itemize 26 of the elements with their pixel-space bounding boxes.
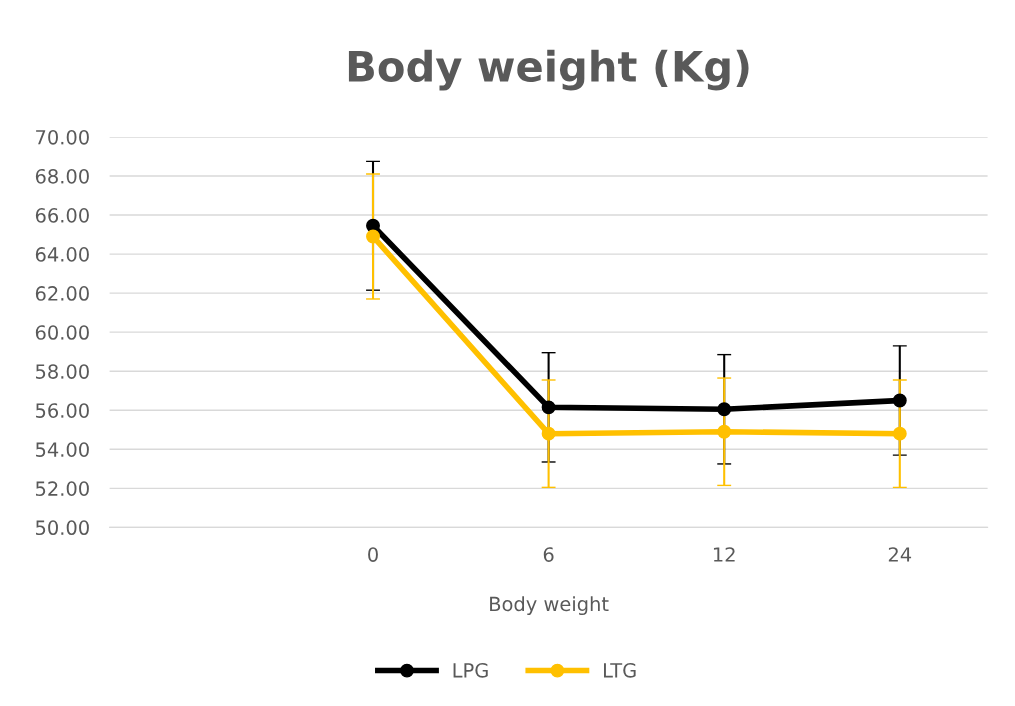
point	[541, 400, 556, 415]
y-tick-label: 50.00	[36, 520, 89, 536]
point	[892, 393, 907, 408]
y-tick-label: 60.00	[35, 325, 89, 340]
y-tick-label: 68.00	[35, 168, 89, 184]
y-tick-label: 58.00	[36, 364, 89, 379]
point	[717, 424, 732, 439]
point	[717, 402, 732, 417]
legend-label: LPG	[453, 662, 488, 678]
x-tick-label: 12	[713, 547, 735, 562]
y-tick-label: 54.00	[36, 442, 89, 457]
y-tick-label: 62.00	[35, 286, 89, 301]
y-tick-label: 66.00	[35, 208, 89, 223]
x-axis-title: Body weight	[490, 596, 609, 616]
point	[541, 426, 556, 441]
y-tick-label: 56.00	[36, 403, 89, 418]
chart-title: Body weight (Kg)	[348, 49, 749, 91]
point	[892, 426, 907, 441]
y-tick-label: 70.00	[36, 129, 89, 145]
x-tick-label: 6	[543, 547, 554, 562]
x-tick-label: 0	[368, 547, 378, 562]
y-tick-label: 64.00	[35, 247, 89, 262]
x-tick-label: 24	[888, 547, 912, 562]
y-tick-label: 52.00	[36, 481, 89, 496]
point	[366, 229, 380, 244]
legend-label: LTG	[604, 662, 636, 678]
